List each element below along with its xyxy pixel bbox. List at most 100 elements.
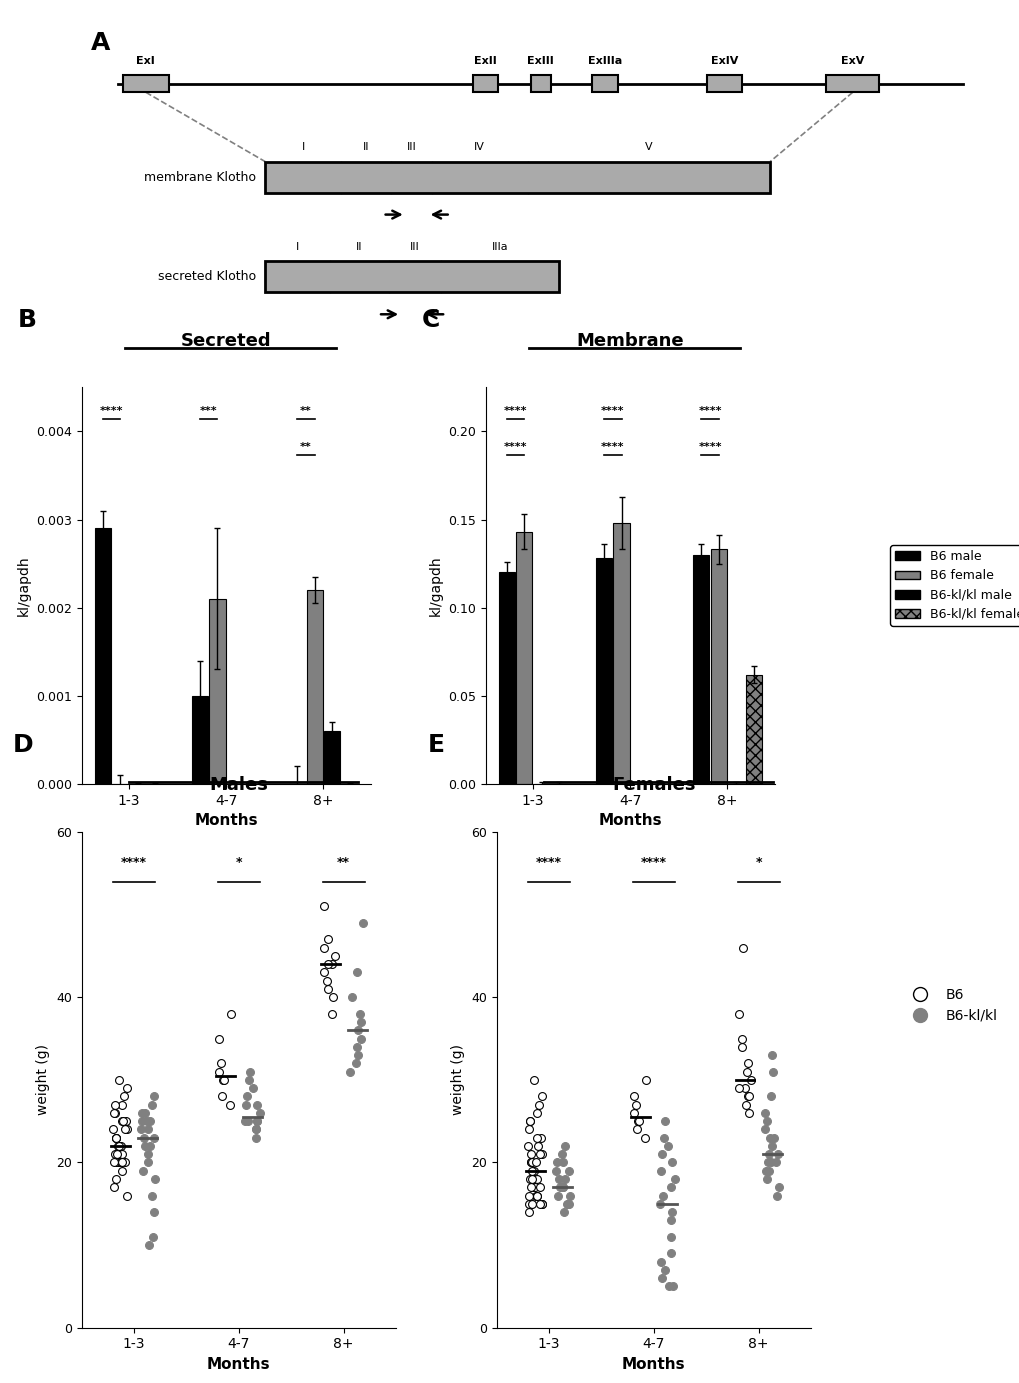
Text: I: I (302, 142, 305, 152)
Point (214, 1069, 230, 1091)
Point (108, 1127, 124, 1149)
Text: ****: **** (698, 441, 721, 452)
Point (139, 1111, 155, 1133)
Point (109, 1144, 125, 1166)
Point (107, 1094, 123, 1116)
Bar (123, 75, 169, 93)
Point (531, 1192, 547, 1214)
Text: **: ** (300, 405, 312, 416)
Point (664, 1275, 681, 1297)
Point (324, 1003, 340, 1025)
Title: Females: Females (611, 776, 695, 794)
Legend: B6 male, B6 female, B6-kl/kl male, B6-kl/kl female: B6 male, B6 female, B6-kl/kl male, B6-kl… (890, 545, 1019, 626)
Point (523, 1144, 539, 1166)
Point (528, 1167, 544, 1189)
Point (240, 1069, 257, 1091)
Text: ****: **** (503, 405, 527, 416)
Bar (745, 675, 761, 784)
Point (147, 1167, 163, 1189)
Point (665, 1167, 682, 1189)
Point (740, 1086, 756, 1108)
Point (734, 1036, 750, 1058)
Point (319, 978, 335, 1000)
Point (736, 1077, 752, 1099)
Point (528, 1184, 544, 1206)
Point (554, 1152, 571, 1174)
Point (214, 1086, 230, 1108)
Point (551, 1176, 568, 1198)
Point (661, 1209, 678, 1231)
Point (521, 1119, 537, 1141)
Text: A: A (91, 30, 110, 55)
Point (525, 1176, 541, 1198)
Point (759, 1152, 775, 1174)
Bar (595, 559, 611, 784)
Bar (706, 75, 741, 93)
Text: IV: IV (474, 142, 485, 152)
Point (242, 1061, 258, 1083)
Point (532, 1144, 548, 1166)
Point (115, 1086, 131, 1108)
Point (352, 1003, 368, 1025)
Point (106, 1176, 122, 1198)
Point (521, 1192, 537, 1214)
Bar (265, 261, 558, 292)
Title: Males: Males (209, 776, 268, 794)
Bar (516, 532, 532, 784)
Point (520, 1184, 536, 1206)
Point (531, 1176, 547, 1198)
Text: *: * (755, 856, 761, 869)
Text: V: V (644, 142, 652, 152)
Point (560, 1192, 577, 1214)
Point (740, 1086, 756, 1108)
Point (144, 1184, 160, 1206)
Point (533, 1192, 549, 1214)
Text: ExIII: ExIII (527, 55, 553, 66)
X-axis label: Months: Months (622, 1357, 685, 1372)
Point (524, 1160, 540, 1182)
Bar (95, 528, 111, 784)
Point (245, 1077, 261, 1099)
Point (651, 1192, 667, 1214)
Point (116, 1152, 132, 1174)
Y-axis label: weight (g): weight (g) (451, 1044, 465, 1115)
Text: **: ** (337, 856, 350, 869)
Point (530, 1094, 546, 1116)
Point (146, 1200, 162, 1223)
Point (764, 1061, 781, 1083)
Point (769, 1144, 786, 1166)
Point (662, 1225, 679, 1247)
Point (112, 1152, 128, 1174)
Point (110, 1152, 126, 1174)
Text: ExI: ExI (137, 55, 155, 66)
Point (323, 953, 339, 975)
Point (559, 1192, 576, 1214)
Point (146, 1086, 162, 1108)
Point (655, 1127, 672, 1149)
Point (553, 1144, 570, 1166)
Point (111, 1152, 127, 1174)
Point (524, 1167, 540, 1189)
Point (636, 1127, 652, 1149)
Point (142, 1111, 158, 1133)
Point (140, 1144, 156, 1166)
Bar (472, 75, 498, 93)
Point (522, 1111, 538, 1133)
Point (629, 1111, 645, 1133)
Point (560, 1184, 577, 1206)
Point (350, 1044, 366, 1066)
Bar (307, 591, 322, 784)
Point (737, 1094, 753, 1116)
Point (768, 1184, 785, 1206)
Point (522, 1111, 538, 1133)
Point (141, 1234, 157, 1256)
Point (108, 1152, 124, 1174)
Point (663, 1200, 680, 1223)
Text: II: II (363, 142, 369, 152)
Point (113, 1152, 129, 1174)
Point (111, 1135, 127, 1158)
Point (525, 1069, 541, 1091)
Text: E: E (427, 733, 444, 757)
Text: ****: **** (535, 856, 561, 869)
Point (522, 1152, 538, 1174)
